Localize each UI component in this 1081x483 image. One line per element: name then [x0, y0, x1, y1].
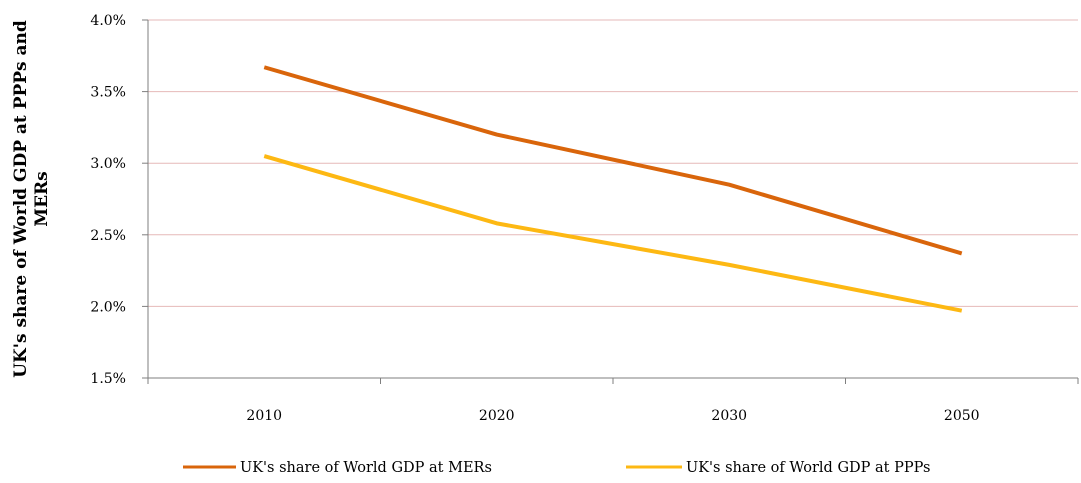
x-tick-label: 2030 [711, 408, 747, 424]
x-axis-ticks: 2010 2020 2030 2050 [147, 378, 1079, 424]
series-line-1 [263, 65, 963, 256]
gridlines [148, 19, 1078, 307]
y-tick-label: 3.0% [90, 156, 126, 172]
y-tick-label: 4.0% [90, 13, 126, 29]
y-tick-label: 3.5% [90, 85, 126, 101]
y-tick-label: 1.5% [90, 371, 126, 387]
x-tick-label: 2010 [246, 408, 282, 424]
legend-label-2: UK's share of World GDP at PPPs [686, 460, 930, 476]
y-tick-label: 2.5% [90, 228, 126, 244]
x-tick-label: 2020 [479, 408, 515, 424]
x-tick-label: 2050 [944, 408, 980, 424]
legend: UK's share of World GDP at MERs UK's shar… [183, 460, 930, 476]
legend-label-1: UK's share of World GDP at MERs [240, 460, 492, 476]
y-axis-title-line-1: UK's share of World GDP at PPPs and [11, 20, 31, 378]
y-axis-title-line-2: MERs [32, 171, 52, 226]
y-tick-label: 2.0% [90, 299, 126, 315]
series-lines [263, 65, 963, 313]
series-line-2 [263, 154, 963, 313]
y-axis-ticks: 1.5% 2.0% 2.5% 3.0% 3.5% 4.0% [90, 13, 148, 387]
